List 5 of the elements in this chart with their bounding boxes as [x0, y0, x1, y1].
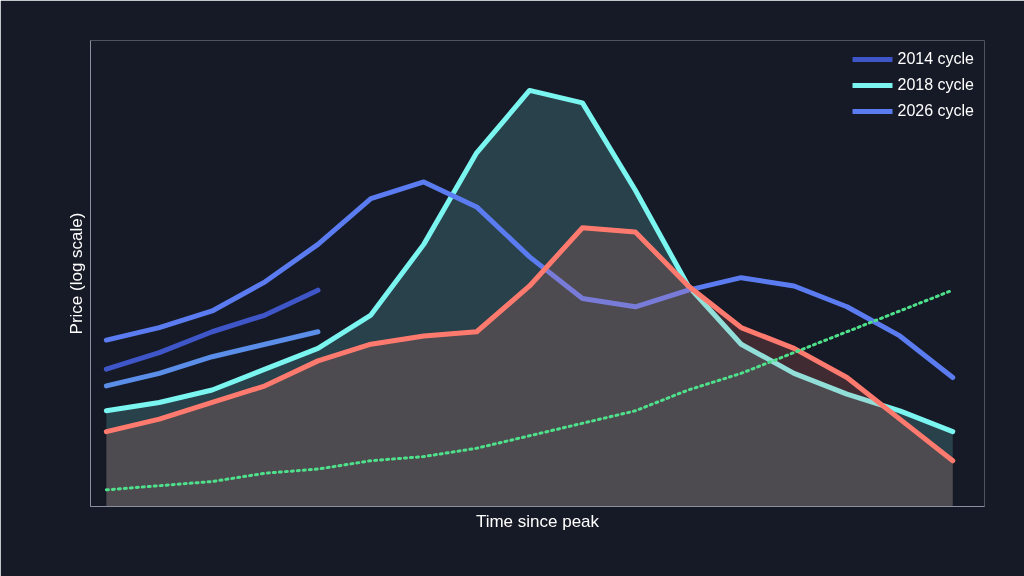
legend-label: 2026 cycle: [897, 102, 974, 120]
x-axis-title: Time since peak: [475, 511, 600, 531]
legend-label: 2014 cycle: [897, 50, 974, 68]
y-axis-title: Price (log scale): [66, 212, 86, 335]
legend-label: 2018 cycle: [897, 76, 974, 94]
